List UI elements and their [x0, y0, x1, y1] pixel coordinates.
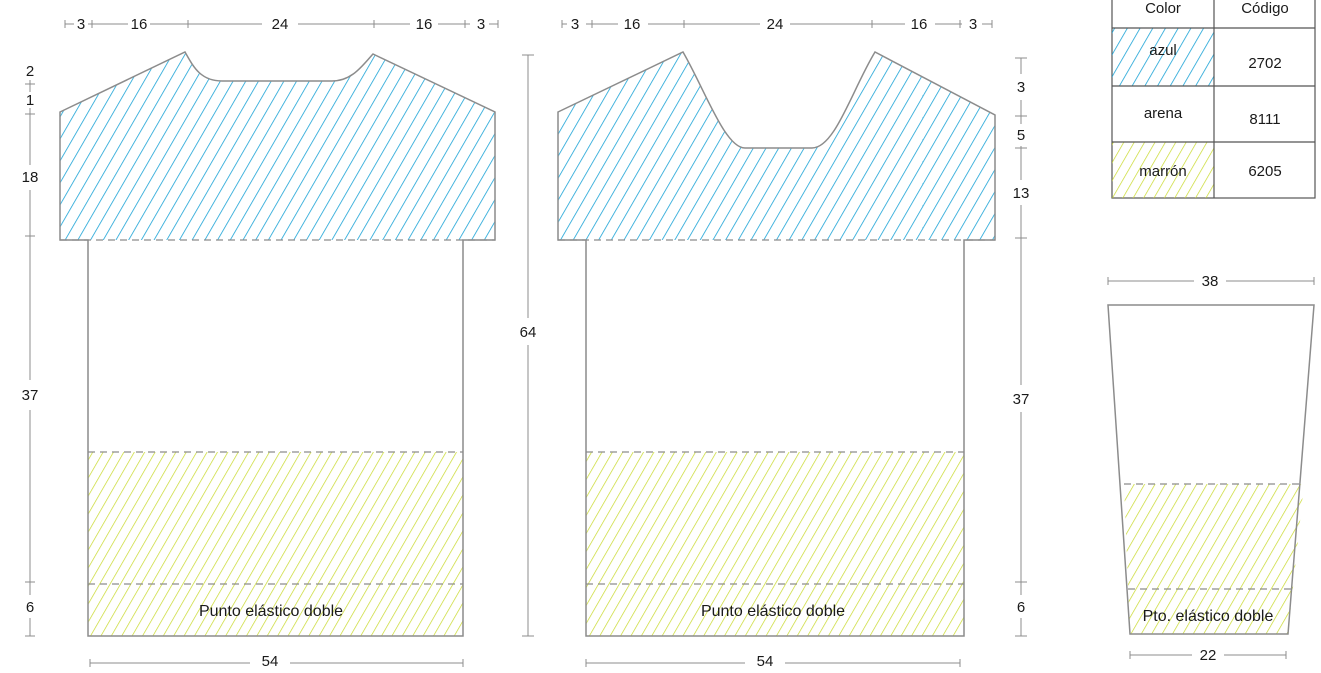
sleeve-rib-label: Pto. elástico doble: [1143, 608, 1274, 625]
back-top-dim-4: 16: [911, 16, 928, 33]
front-top-dim-4: 16: [416, 16, 433, 33]
back-right-dim-3: 13: [1013, 185, 1030, 202]
sleeve-piece: Pto. elástico doble 38 22: [1107, 273, 1315, 664]
front-bottom-dimension: [89, 659, 464, 667]
back-top-dim-5: 3: [969, 16, 977, 33]
back-top-dimension: [561, 20, 993, 28]
front-top-dim-3: 24: [272, 16, 289, 33]
center-length-dimension: [522, 54, 534, 637]
back-right-dim-1: 3: [1017, 79, 1025, 96]
front-left-dim-4: 37: [22, 387, 39, 404]
front-top-dim-2: 16: [131, 16, 148, 33]
legend-swatch-azul: [1112, 28, 1214, 86]
back-bottom-dim: 54: [757, 653, 774, 668]
back-rib-label: Punto elástico doble: [701, 603, 845, 620]
back-right-dim-2: 5: [1017, 127, 1025, 144]
color-legend-table: Color Código azul 2702 arena 8111 marrón…: [1111, 0, 1316, 199]
legend-header-code: Código: [1241, 0, 1289, 17]
front-left-dimension: [25, 80, 35, 637]
back-right-dim-5: 6: [1017, 599, 1025, 616]
back-top-dim-3: 24: [767, 16, 784, 33]
front-left-dim-5: 6: [26, 599, 34, 616]
legend-row-code: 6205: [1248, 163, 1281, 180]
front-left-dim-3: 18: [22, 169, 39, 186]
legend-row-code: 2702: [1248, 55, 1281, 72]
front-left-dim-1: 2: [26, 63, 34, 80]
back-outline: [557, 51, 996, 637]
back-piece: Punto elástico doble 3 16 24 16 3: [557, 16, 1030, 670]
front-top-dim-1: 3: [77, 16, 85, 33]
sleeve-bottom-dim: 22: [1200, 647, 1217, 664]
back-right-dim-4: 37: [1013, 391, 1030, 408]
back-bottom-dimension: [585, 659, 961, 667]
front-band-marron: [88, 452, 463, 636]
front-bottom-dim: 54: [262, 653, 279, 668]
back-top-dim-1: 3: [571, 16, 579, 33]
front-yoke-azul: [60, 52, 495, 240]
sleeve-bottom-dimension: [1129, 651, 1287, 659]
front-rib-label: Punto elástico doble: [199, 603, 343, 620]
legend-row-code: 8111: [1249, 111, 1280, 128]
front-left-dim-2: 1: [26, 92, 34, 109]
back-band-marron: [586, 452, 964, 636]
center-length-dim: 64: [520, 324, 537, 341]
sleeve-band-marron: [1124, 484, 1304, 634]
legend-row-name: marrón: [1139, 163, 1187, 180]
sleeve-outline: [1107, 304, 1315, 635]
legend-row-name: arena: [1144, 105, 1183, 122]
front-top-dimension: [64, 20, 499, 28]
back-yoke-azul: [558, 52, 995, 240]
back-top-dim-2: 16: [624, 16, 641, 33]
back-right-dimension: [1015, 57, 1027, 637]
front-top-dim-5: 3: [477, 16, 485, 33]
legend-row-name: azul: [1149, 42, 1177, 59]
front-piece: Punto elástico doble 3 16 24 16 3: [22, 16, 499, 670]
legend-header-color: Color: [1145, 0, 1181, 17]
sleeve-top-dimension: [1107, 277, 1315, 285]
sleeve-top-dim: 38: [1202, 273, 1219, 290]
legend-swatch-marron: [1112, 142, 1214, 198]
